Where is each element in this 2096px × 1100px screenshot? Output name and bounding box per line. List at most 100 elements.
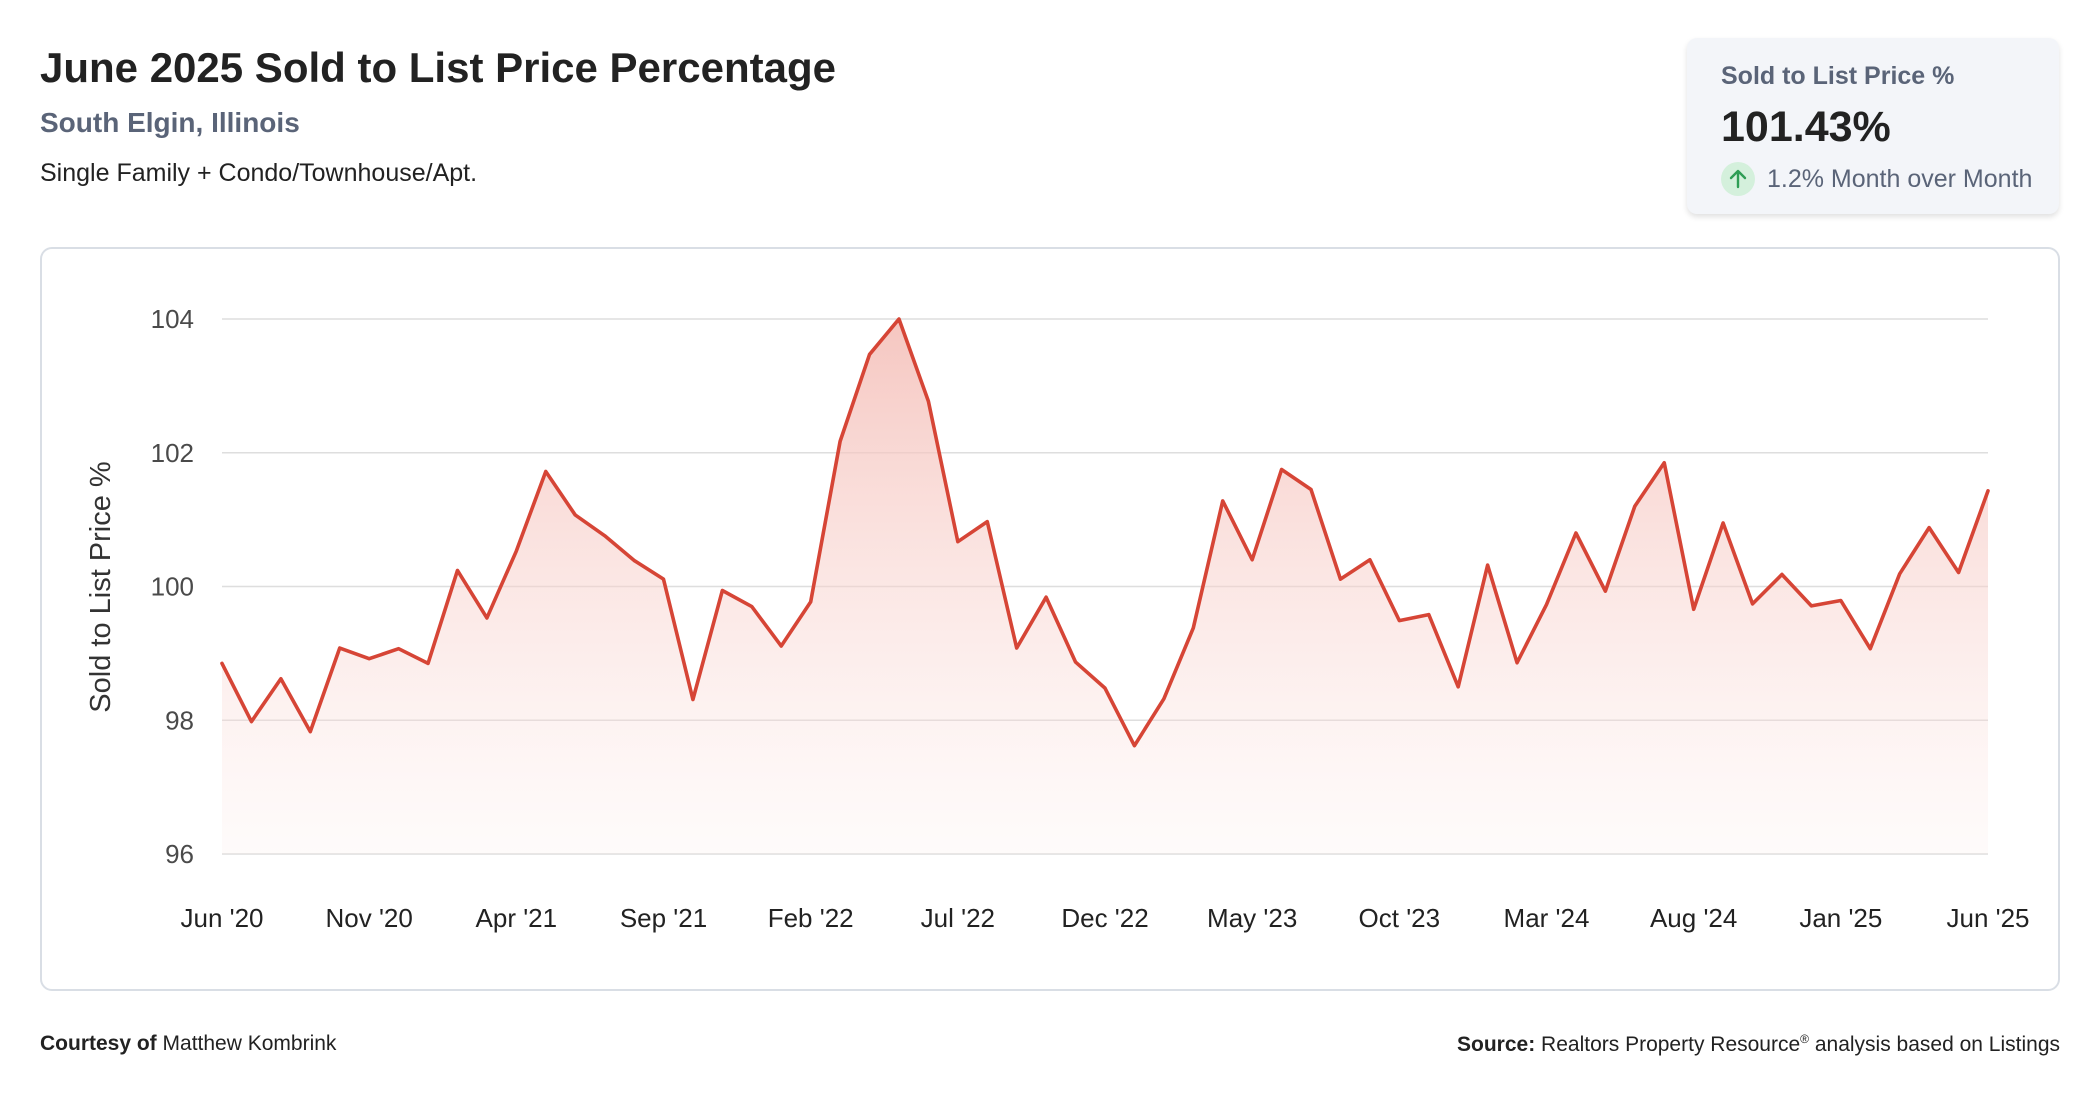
- data-point: [837, 438, 843, 444]
- footer-source: Source: Realtors Property Resource® anal…: [1457, 1032, 2060, 1057]
- data-point: [1602, 588, 1608, 594]
- data-point: [867, 351, 873, 357]
- data-point: [1779, 571, 1785, 577]
- kpi-value: 101.43%: [1721, 103, 1891, 151]
- data-point: [366, 656, 372, 662]
- data-point: [719, 588, 725, 594]
- data-point: [1897, 571, 1903, 577]
- y-tick-label: 104: [151, 304, 194, 334]
- data-point: [749, 604, 755, 610]
- data-point: [1750, 601, 1756, 607]
- data-point: [1573, 530, 1579, 536]
- x-tick-label: Sep '21: [620, 903, 707, 933]
- area-fill: [222, 319, 1988, 854]
- data-point: [690, 697, 696, 703]
- data-point: [1396, 618, 1402, 624]
- data-point: [454, 567, 460, 573]
- data-point: [1249, 557, 1255, 563]
- x-tick-label: Apr '21: [476, 903, 558, 933]
- y-tick-label: 98: [165, 705, 194, 735]
- data-point: [1485, 562, 1491, 568]
- data-point: [1632, 503, 1638, 509]
- data-point: [1014, 645, 1020, 651]
- series-line: [220, 317, 1990, 748]
- x-tick-label: Oct '23: [1359, 903, 1441, 933]
- data-point: [1043, 594, 1049, 600]
- footer-courtesy: Courtesy of Matthew Kombrink: [40, 1032, 336, 1056]
- property-type-label: Single Family + Condo/Townhouse/Apt.: [40, 159, 478, 187]
- y-tick-label: 96: [165, 839, 194, 869]
- data-point: [337, 645, 343, 651]
- data-point: [1131, 743, 1137, 749]
- data-point: [896, 316, 902, 322]
- data-point: [1220, 498, 1226, 504]
- data-point: [602, 533, 608, 539]
- data-point: [513, 548, 519, 554]
- data-point: [1161, 696, 1167, 702]
- data-point: [925, 398, 931, 404]
- data-point: [808, 599, 814, 605]
- data-point: [1426, 612, 1432, 618]
- registered-mark: ®: [1800, 1032, 1809, 1046]
- x-tick-label: Dec '22: [1061, 903, 1148, 933]
- data-point: [1102, 685, 1108, 691]
- data-point: [1514, 660, 1520, 666]
- data-point: [1455, 684, 1461, 690]
- courtesy-name: Matthew Kombrink: [162, 1032, 337, 1055]
- x-tick-label: Jul '22: [921, 903, 995, 933]
- data-point: [543, 468, 549, 474]
- x-tick-label: Mar '24: [1504, 903, 1590, 933]
- data-point: [1867, 646, 1873, 652]
- y-axis-title: Sold to List Price %: [85, 461, 117, 712]
- data-point: [778, 643, 784, 649]
- data-point: [484, 615, 490, 621]
- data-point: [1956, 569, 1962, 575]
- y-axis-ticks: 96 98 100 102 104: [151, 304, 194, 869]
- data-point: [1367, 557, 1373, 563]
- page-title: June 2025 Sold to List Price Percentage: [40, 44, 836, 91]
- data-point: [1985, 488, 1991, 494]
- data-point: [1073, 659, 1079, 665]
- data-point: [1720, 520, 1726, 526]
- y-tick-label: 100: [151, 572, 194, 602]
- data-point: [631, 557, 637, 563]
- data-point: [396, 646, 402, 652]
- data-point: [955, 539, 961, 545]
- x-tick-label: Jan '25: [1799, 903, 1882, 933]
- kpi-label: Sold to List Price %: [1721, 62, 1955, 90]
- source-suffix: analysis based on Listings: [1814, 1033, 2060, 1056]
- courtesy-label: Courtesy of: [40, 1032, 157, 1055]
- data-point: [1808, 603, 1814, 609]
- source-text: Realtors Property Resource: [1541, 1033, 1801, 1056]
- location-subtitle: South Elgin, Illinois: [40, 107, 300, 138]
- data-point: [1661, 460, 1667, 466]
- data-point: [1691, 606, 1697, 612]
- arrow-up-icon: [1721, 162, 1755, 196]
- chart-card: 96 98 100 102 104 Jun '20 Nov '20 Apr '21 Sep '…: [40, 247, 2060, 991]
- x-axis-ticks: Jun '20 Nov '20 Apr '21 Sep '21 Feb '22 Jul '…: [180, 903, 2029, 933]
- data-point: [1544, 602, 1550, 608]
- data-point: [1926, 525, 1932, 531]
- kpi-card: Sold to List Price % 101.43% 1.2% Month …: [1687, 38, 2059, 214]
- data-point: [1308, 487, 1314, 493]
- data-point: [425, 660, 431, 666]
- data-point: [219, 660, 225, 666]
- data-point: [572, 512, 578, 518]
- x-tick-label: Nov '20: [325, 903, 412, 933]
- data-point: [278, 676, 284, 682]
- data-point: [661, 576, 667, 582]
- x-tick-label: Aug '24: [1650, 903, 1737, 933]
- data-point: [1279, 466, 1285, 472]
- source-label: Source:: [1457, 1033, 1536, 1056]
- kpi-change-text: 1.2% Month over Month: [1767, 164, 2033, 193]
- x-tick-label: Jun '20: [180, 903, 263, 933]
- data-point: [1190, 625, 1196, 631]
- sold-to-list-chart: 96 98 100 102 104 Jun '20 Nov '20 Apr '21 Sep '…: [85, 304, 2030, 933]
- kpi-change: 1.2% Month over Month: [1721, 162, 2032, 196]
- x-tick-label: May '23: [1207, 903, 1297, 933]
- data-point: [1337, 576, 1343, 582]
- x-tick-label: Feb '22: [768, 903, 854, 933]
- y-tick-label: 102: [151, 438, 194, 468]
- data-point: [248, 719, 254, 725]
- data-point: [307, 729, 313, 735]
